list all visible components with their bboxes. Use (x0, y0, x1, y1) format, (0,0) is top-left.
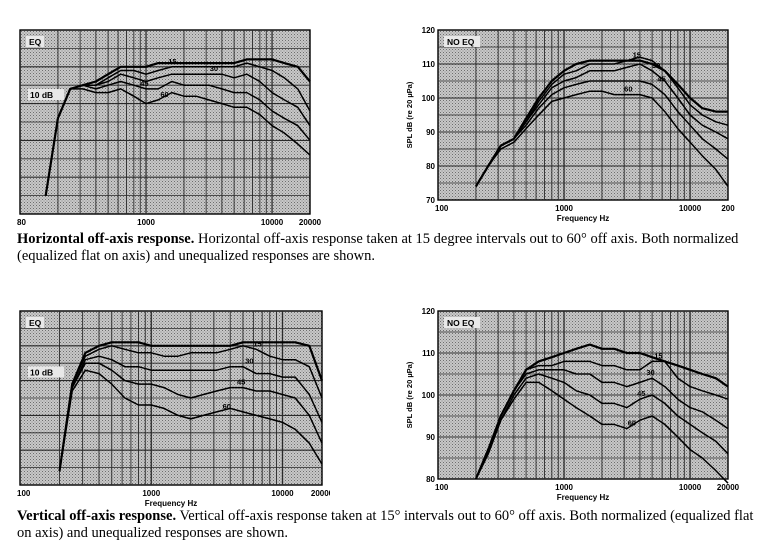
chart-title: NO EQ (447, 318, 475, 328)
y-tick-label: 110 (422, 60, 435, 69)
x-tick-label: 1000 (142, 489, 160, 498)
series-line-60 (475, 90, 729, 187)
angle-label: 45 (637, 389, 645, 398)
chart-title: NO EQ (447, 37, 475, 47)
caption-vertical-bold: Vertical off-axis response. (17, 508, 177, 524)
chart-vertical-noeq: NO EQ 15 30 45 60 100 1000 10000 20000 Frequency … (395, 303, 770, 508)
chart-title-label: EQ (26, 36, 44, 47)
series-line-30 (475, 369, 729, 480)
angle-label: 15 (633, 51, 641, 60)
angle-label: 60 (223, 402, 231, 411)
angle-label: 60 (160, 90, 168, 99)
angle-label: 15 (654, 351, 662, 360)
angle-label: 60 (624, 85, 632, 94)
y-tick-label: 120 (422, 26, 436, 35)
series-line-45 (58, 362, 323, 472)
caption-horizontal: Horizontal off-axis response. Horizontal… (17, 231, 757, 265)
caption-horizontal-bold: Horizontal off-axis response. (17, 231, 195, 247)
angle-label: 45 (140, 79, 148, 88)
angle-label: 15 (253, 339, 261, 348)
series-line-30 (58, 355, 323, 472)
x-axis-label: Frequency Hz (557, 493, 609, 502)
chart-title-label: NO EQ (444, 36, 480, 47)
caption-vertical-text: Vertical off-axis response taken at 15° … (17, 508, 754, 541)
series-line-15 (58, 345, 323, 472)
chart-title: EQ (29, 37, 42, 47)
angle-label: 30 (646, 368, 654, 377)
x-tick-label: 100 (435, 204, 449, 213)
x-tick-label: 200 (721, 204, 735, 213)
y-tick-label: 110 (422, 349, 435, 358)
chart-title: EQ (29, 318, 42, 328)
x-tick-label: 1000 (137, 218, 155, 227)
series-line-30 (475, 63, 729, 187)
y-tick-label: 90 (426, 433, 435, 442)
y-tick-label: 100 (422, 391, 436, 400)
x-tick-label: 100 (435, 483, 449, 492)
series-line-60 (44, 88, 311, 196)
series-line-30 (44, 73, 311, 196)
angle-label: 30 (652, 61, 660, 70)
series-line-45 (44, 80, 311, 196)
x-tick-label: 80 (17, 218, 26, 227)
y-tick-label: 120 (422, 307, 436, 316)
angle-label: 45 (237, 378, 245, 387)
series-line-45 (475, 80, 729, 187)
angle-label: 30 (210, 64, 218, 73)
x-tick-label: 10000 (271, 489, 294, 498)
y-tick-label: 70 (426, 196, 435, 205)
x-tick-label: 20000 (311, 489, 330, 498)
y-axis-label: SPL dB (re 20 µPa) (405, 81, 414, 148)
series-line-0 (44, 58, 311, 196)
series-line-60 (475, 381, 729, 484)
y-tick-label: 100 (422, 94, 436, 103)
y-tick-label: 90 (426, 128, 435, 137)
x-tick-label: 1000 (555, 204, 573, 213)
chart-title-label: EQ (26, 317, 44, 328)
x-axis-label: Frequency Hz (557, 214, 609, 223)
series-line-60 (58, 369, 323, 472)
y-tick-label: 80 (426, 162, 435, 171)
x-tick-label: 20000 (299, 218, 322, 227)
scale-label: 10 dB (30, 90, 53, 100)
angle-label: 45 (657, 74, 665, 83)
scale-label: 10 dB (30, 367, 53, 377)
x-tick-label: 10000 (679, 204, 702, 213)
angle-label: 60 (628, 419, 636, 428)
series-line-0 (58, 341, 324, 472)
x-tick-label: 1000 (555, 483, 573, 492)
chart-title-label: NO EQ (444, 317, 480, 328)
x-tick-label: 10000 (261, 218, 284, 227)
x-tick-label: 20000 (717, 483, 740, 492)
x-tick-label: 10000 (679, 483, 702, 492)
x-axis-label: Frequency Hz (145, 499, 197, 508)
y-axis-label: SPL dB (re 20 µPa) (405, 361, 414, 428)
chart-horizontal-noeq: NO EQ 15 30 45 60 100 1000 10000 200 Frequency Hz… (395, 22, 770, 227)
caption-horizontal-text: Horizontal off-axis response taken at 15… (17, 231, 739, 264)
angle-label: 30 (245, 357, 253, 366)
series-line-45 (475, 373, 729, 480)
caption-vertical: Vertical off-axis response. Vertical off… (17, 508, 757, 542)
chart-horizontal-noeq-svg: NO EQ 15 30 45 60 100 1000 10000 200 Frequency Hz… (405, 26, 735, 223)
series-line-15 (475, 360, 729, 480)
x-tick-label: 100 (17, 489, 31, 498)
y-tick-label: 80 (426, 475, 435, 484)
angle-label: 15 (168, 57, 176, 66)
